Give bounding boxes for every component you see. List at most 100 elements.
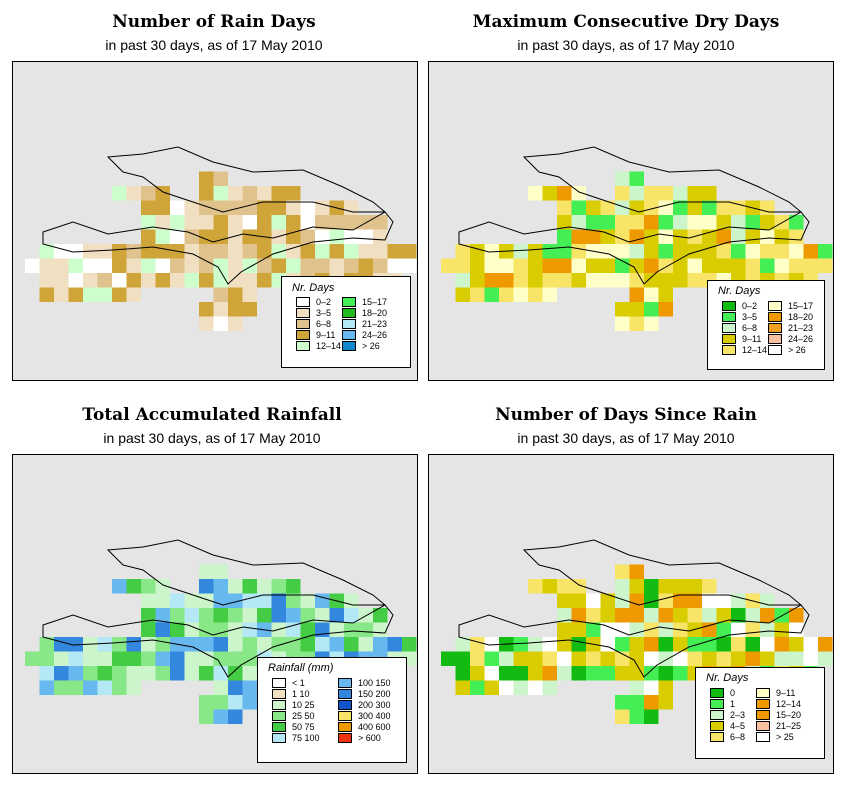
grid-cell <box>228 637 243 652</box>
grid-cell <box>803 258 818 273</box>
grid-cell <box>745 215 760 230</box>
grid-cell <box>387 258 402 273</box>
grid-cell <box>716 215 731 230</box>
grid-cell <box>126 244 141 259</box>
grid-cell <box>271 215 286 230</box>
grid-cell <box>300 244 315 259</box>
grid-cell <box>745 608 760 623</box>
grid-cell <box>629 302 644 317</box>
grid-cell <box>629 287 644 302</box>
grid-cell <box>228 273 243 288</box>
grid-cell <box>731 258 746 273</box>
grid-cell <box>257 608 272 623</box>
grid-cell <box>513 680 528 695</box>
grid-cell <box>329 215 344 230</box>
grid-cell <box>658 273 673 288</box>
panel-3-legend-title: Rainfall (mm) <box>268 662 334 674</box>
grid-cell <box>789 608 804 623</box>
grid-cell <box>789 229 804 244</box>
grid-cell <box>615 171 630 186</box>
grid-cell <box>702 200 717 215</box>
grid-cell <box>170 666 185 681</box>
grid-cell <box>228 680 243 695</box>
grid-cell <box>586 608 601 623</box>
grid-cell <box>615 200 630 215</box>
legend-swatch <box>768 312 782 322</box>
grid-cell <box>315 200 330 215</box>
grid-cell <box>600 651 615 666</box>
grid-cell <box>141 215 156 230</box>
grid-cell <box>629 200 644 215</box>
grid-cell <box>586 258 601 273</box>
grid-cell <box>484 244 499 259</box>
legend-swatch <box>768 334 782 344</box>
grid-cell <box>600 215 615 230</box>
grid-cell <box>789 637 804 652</box>
panel-4-grid <box>441 539 833 724</box>
grid-cell <box>97 244 112 259</box>
grid-cell <box>141 200 156 215</box>
grid-cell <box>644 709 659 724</box>
grid-cell <box>242 229 257 244</box>
legend-swatch <box>722 323 736 333</box>
grid-cell <box>155 200 170 215</box>
grid-cell <box>184 651 199 666</box>
grid-cell <box>184 273 199 288</box>
grid-cell <box>644 651 659 666</box>
grid-cell <box>673 608 688 623</box>
grid-cell <box>112 651 127 666</box>
grid-cell <box>271 637 286 652</box>
grid-cell <box>745 258 760 273</box>
panel-3-grid <box>25 539 417 724</box>
grid-cell <box>542 258 557 273</box>
grid-cell <box>629 651 644 666</box>
grid-cell <box>373 229 388 244</box>
panel-1-subtitle: in past 30 days, as of 17 May 2010 <box>105 37 323 53</box>
grid-cell <box>542 637 557 652</box>
panel-2-map: Nr. Days 0–2 3–5 6–8 9–11 12–14 15–17 18–20 21–… <box>428 61 834 381</box>
grid-cell <box>658 287 673 302</box>
legend-swatch <box>338 689 352 699</box>
grid-cell <box>184 593 199 608</box>
grid-cell <box>242 666 257 681</box>
grid-cell <box>184 200 199 215</box>
grid-cell <box>470 651 485 666</box>
grid-cell <box>702 637 717 652</box>
grid-cell <box>213 215 228 230</box>
grid-cell <box>213 200 228 215</box>
grid-cell <box>286 593 301 608</box>
grid-cell <box>126 287 141 302</box>
grid-cell <box>658 637 673 652</box>
legend-swatch <box>272 733 286 743</box>
grid-cell <box>155 666 170 681</box>
grid-cell <box>126 273 141 288</box>
legend-label: 1 10 <box>292 689 310 699</box>
grid-cell <box>126 579 141 594</box>
grid-cell <box>329 244 344 259</box>
legend-label: 12–14 <box>776 699 802 709</box>
grid-cell <box>484 273 499 288</box>
grid-cell <box>658 200 673 215</box>
grid-cell <box>760 608 775 623</box>
grid-cell <box>629 229 644 244</box>
grid-cell <box>629 186 644 201</box>
grid-cell <box>300 608 315 623</box>
grid-cell <box>199 608 214 623</box>
grid-cell <box>155 229 170 244</box>
grid-cell <box>687 186 702 201</box>
grid-cell <box>141 229 156 244</box>
grid-cell <box>658 608 673 623</box>
grid-cell <box>112 287 127 302</box>
panel-1-legend-title: Nr. Days <box>292 282 335 294</box>
grid-cell <box>673 215 688 230</box>
grid-cell <box>199 564 214 579</box>
grid-cell <box>97 666 112 681</box>
legend-label: 0 <box>730 688 736 698</box>
grid-cell <box>141 666 156 681</box>
grid-cell <box>373 258 388 273</box>
grid-cell <box>615 709 630 724</box>
grid-cell <box>126 651 141 666</box>
grid-cell <box>629 258 644 273</box>
grid-cell <box>141 637 156 652</box>
grid-cell <box>760 229 775 244</box>
